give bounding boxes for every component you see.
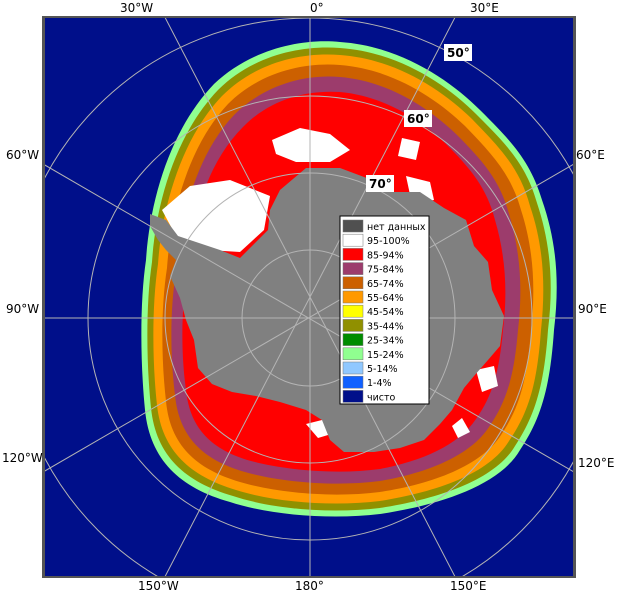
lat-label-70-bg xyxy=(366,175,394,192)
lat-label-50: 50° xyxy=(447,46,470,60)
lon-label-60w: 60°W xyxy=(6,148,39,162)
legend-label: 35-44% xyxy=(367,321,404,332)
lon-label-120e: 120°E xyxy=(578,456,615,470)
lat-label-60: 60° xyxy=(407,112,430,126)
legend-label: нет данных xyxy=(367,222,426,233)
legend-label: чисто xyxy=(367,392,396,403)
legend-swatch xyxy=(342,276,364,290)
legend-label: 95-100% xyxy=(367,236,410,247)
lat-label-70: 70° xyxy=(369,177,392,191)
lat-label-60-bg xyxy=(404,110,432,127)
legend-label: 25-34% xyxy=(367,336,404,347)
legend-label: 55-64% xyxy=(367,293,404,304)
legend-swatch xyxy=(342,333,364,346)
lon-label-150w: 150°W xyxy=(138,579,179,593)
ice-patches-95-100 xyxy=(162,128,498,438)
lon-label-90w: 90°W xyxy=(6,302,39,316)
legend-label: 45-54% xyxy=(367,307,404,318)
legend-label: 65-74% xyxy=(367,279,404,290)
legend-label: 5-14% xyxy=(367,364,398,375)
legend: нет данных 95-100% 85-94% 75-84% 65-74% 55-64… xyxy=(339,215,430,405)
legend-swatch xyxy=(342,390,364,403)
meridian-60b xyxy=(45,163,573,472)
lon-label-150e: 150°E xyxy=(450,579,487,593)
lon-label-180: 180° xyxy=(295,579,324,593)
legend-label: 1-4% xyxy=(367,378,392,389)
legend-label: 15-24% xyxy=(367,350,404,361)
legend-swatch xyxy=(342,347,364,361)
lat-label-50-bg xyxy=(444,44,472,61)
lon-label-120w: 120°W xyxy=(2,451,43,465)
legend-swatch xyxy=(342,219,364,233)
legend-swatch xyxy=(342,304,364,318)
legend-swatch xyxy=(342,290,364,304)
legend-label: 85-94% xyxy=(367,250,404,261)
lon-label-90e: 90°E xyxy=(578,302,607,316)
legend-swatch xyxy=(342,375,364,389)
latitude-labels: 50° 60° 70° xyxy=(366,44,472,192)
legend-swatch xyxy=(342,233,364,247)
meridian-30b xyxy=(164,18,456,576)
legend-swatch xyxy=(342,262,364,275)
lon-label-30e: 30°E xyxy=(470,1,499,15)
legend-swatch xyxy=(342,361,364,375)
lon-label-30w: 30°W xyxy=(120,1,153,15)
legend-swatch xyxy=(342,248,364,261)
lon-label-0-top: 0° xyxy=(310,1,324,15)
lon-label-60e: 60°E xyxy=(576,148,605,162)
legend-swatch xyxy=(342,319,364,332)
legend-label: 75-84% xyxy=(367,265,404,276)
